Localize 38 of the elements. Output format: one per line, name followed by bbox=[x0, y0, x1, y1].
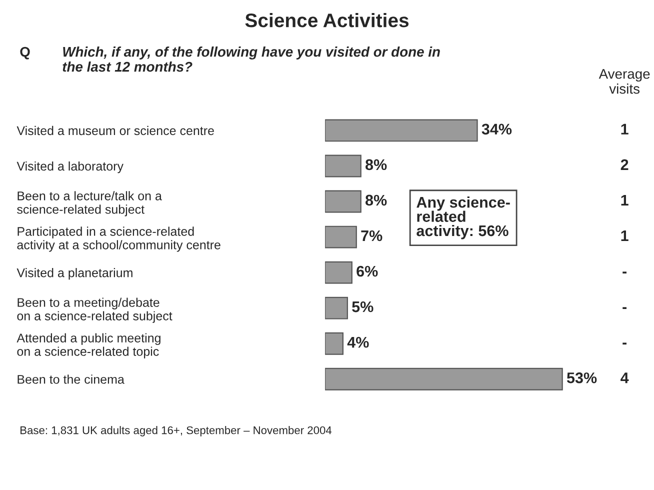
text: 1 bbox=[621, 194, 628, 206]
data-label: 8% bbox=[366, 194, 387, 206]
bar bbox=[325, 332, 344, 355]
y-tick-label: Visited a laboratory bbox=[16, 161, 124, 174]
text: - bbox=[622, 272, 626, 274]
annotation: Any science- related activity: 56% bbox=[416, 196, 510, 240]
bar bbox=[325, 226, 357, 248]
bar bbox=[325, 154, 362, 178]
y-tick-label: Been to a lecture/talk on a science-related subject bbox=[17, 191, 162, 216]
y-tick-label: Attended a public meeting on a science-related topic bbox=[16, 333, 160, 358]
y-tick-label: Visited a planetarium bbox=[16, 268, 132, 280]
bar bbox=[325, 119, 478, 142]
y-tick-label: Been to a meeting/debate on a science-related subject bbox=[17, 298, 172, 323]
data-label: 34% bbox=[482, 124, 512, 135]
bar bbox=[325, 190, 362, 213]
y-tick-label: Been to the cinema bbox=[18, 374, 124, 384]
data-label: 53% bbox=[566, 372, 597, 384]
text: 4 bbox=[620, 372, 629, 384]
text: Base: 1,831 UK adults aged 16+, September – November 2004 bbox=[20, 426, 332, 436]
text: 1 bbox=[621, 230, 628, 241]
text: - bbox=[622, 342, 626, 345]
y-tick-label: Participated in a science-related activity at a school/community centre bbox=[17, 226, 220, 252]
text: - bbox=[622, 307, 626, 309]
bar bbox=[325, 261, 352, 284]
data-label: 8% bbox=[366, 159, 387, 170]
data-label: 4% bbox=[347, 336, 369, 348]
text: 2 bbox=[620, 159, 628, 170]
text: Average visits bbox=[598, 69, 650, 94]
bar bbox=[325, 296, 348, 320]
chart-title: Science Activities bbox=[245, 12, 409, 28]
data-label: 7% bbox=[361, 230, 382, 242]
chart-subtitle: Which, if any, of the following have you visited or done in the last 12 months? bbox=[62, 46, 440, 72]
bar bbox=[325, 368, 563, 390]
text: Q bbox=[20, 46, 30, 60]
data-label: 5% bbox=[352, 301, 374, 312]
data-label: 6% bbox=[356, 266, 378, 277]
y-tick-label: Visited a museum or science centre bbox=[16, 126, 214, 136]
text: 1 bbox=[621, 124, 628, 134]
